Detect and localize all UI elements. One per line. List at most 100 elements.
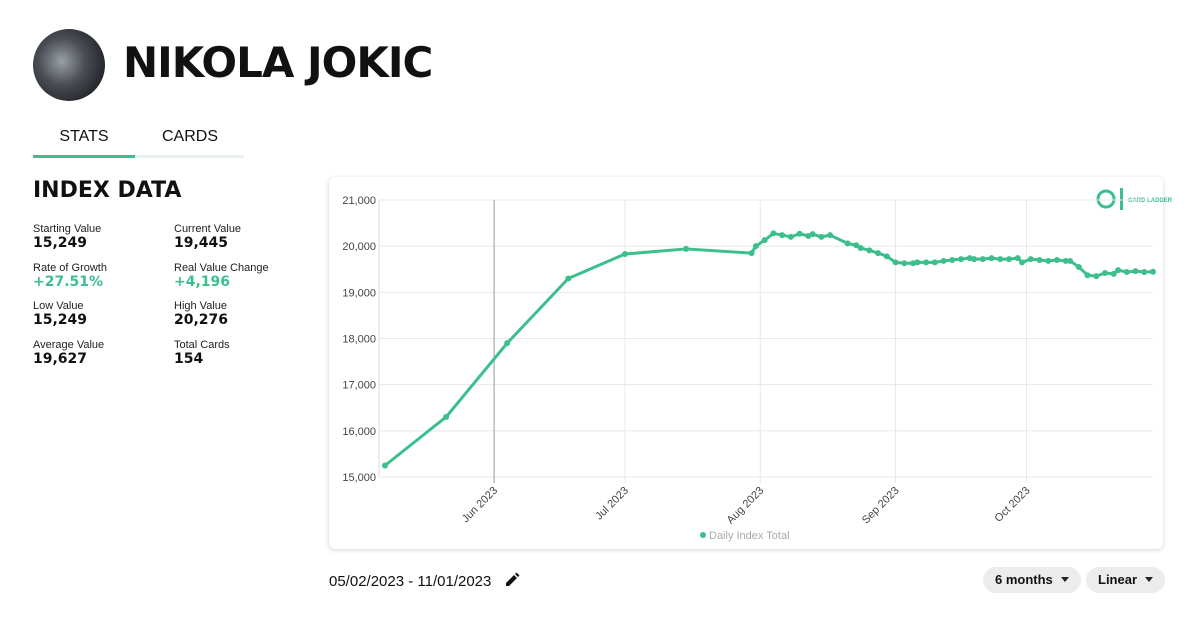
stat-label: Total Cards [174, 338, 230, 351]
data-point [443, 413, 450, 420]
logo-ring [1096, 189, 1116, 209]
stat-label: Rate of Growth [33, 261, 107, 274]
data-point [1067, 257, 1074, 264]
stat: Current Value 19,445 [174, 223, 241, 251]
date-range-text: 05/02/2023 - 11/01/2023 [329, 573, 492, 590]
y-tick-label: 18,000 [342, 334, 376, 346]
data-point [1123, 269, 1130, 276]
data-point [787, 233, 794, 240]
data-point [914, 259, 921, 266]
data-point [1115, 267, 1122, 274]
data-point [818, 233, 825, 240]
stat-value: 19,627 [33, 350, 88, 367]
stat: Rate of Growth +27.51% [33, 262, 107, 290]
data-point [875, 250, 882, 257]
data-point [622, 251, 628, 258]
tab-stats[interactable]: STATS [59, 128, 109, 145]
data-point [979, 256, 986, 263]
data-point [382, 462, 388, 469]
date-range: 05/02/2023 - 11/01/2023 [329, 572, 520, 590]
data-point [883, 253, 890, 260]
x-tick-label: Sep 2023 [860, 485, 902, 527]
data-point [1141, 269, 1148, 276]
logo-bar [1120, 188, 1123, 210]
data-point [761, 237, 768, 244]
data-point [1019, 259, 1026, 266]
tab-cards[interactable]: CARDS [161, 128, 218, 145]
stat-label: Real Value Change [174, 261, 269, 274]
scale-dropdown[interactable]: Linear [1086, 567, 1166, 593]
data-point [940, 257, 947, 264]
stat-value: +27.51% [33, 273, 104, 290]
stat: Real Value Change +4,196 [174, 262, 269, 290]
data-point [997, 256, 1004, 263]
data-point [683, 245, 690, 252]
data-point [1150, 268, 1156, 275]
stat: Average Value 19,627 [33, 339, 104, 367]
stat-value: 154 [174, 350, 204, 367]
data-point [853, 242, 860, 249]
data-point [892, 259, 899, 266]
brand-text: CARD LADDER [1128, 198, 1173, 204]
stat: High Value 20,276 [174, 300, 228, 328]
data-point [1075, 263, 1082, 270]
tab-underline [33, 155, 244, 158]
data-point [1093, 273, 1100, 280]
stat-label: Current Value [174, 223, 242, 235]
legend-label: Daily Index Total [709, 530, 790, 542]
data-point [1110, 270, 1117, 277]
data-point [958, 256, 964, 263]
y-tick-label: 19,000 [342, 287, 376, 299]
range-dropdown[interactable]: 6 months [983, 567, 1081, 593]
y-tick-label: 20,000 [342, 241, 376, 253]
stat: Starting Value 15,249 [33, 223, 101, 251]
stat-label: High Value [174, 300, 227, 312]
data-point [931, 259, 938, 266]
x-tick-label: Oct 2023 [993, 485, 1033, 525]
data-point [1027, 256, 1034, 263]
data-point [1036, 257, 1043, 264]
chart-card [329, 177, 1163, 549]
stat-value: 15,249 [33, 312, 88, 328]
player-avatar [33, 29, 105, 101]
data-point [1102, 269, 1108, 276]
data-point [1006, 256, 1012, 263]
x-tick-label: Jun 2023 [460, 485, 500, 525]
data-point [923, 259, 930, 266]
stat-value: 15,249 [33, 235, 88, 251]
data-point [748, 250, 755, 257]
data-point [1132, 268, 1139, 275]
y-tick-label: 15,000 [342, 472, 376, 484]
data-point [827, 232, 834, 239]
data-point [1062, 257, 1069, 264]
data-point [752, 243, 759, 250]
edit-icon[interactable] [504, 572, 520, 588]
data-point [949, 257, 956, 264]
data-point [844, 240, 851, 247]
tab-active-indicator [33, 155, 135, 158]
stat-value: +4,196 [174, 273, 231, 290]
data-point [770, 230, 777, 237]
legend-marker [700, 532, 706, 538]
data-point [988, 255, 995, 262]
data-point [504, 340, 511, 347]
data-point [901, 260, 908, 267]
data-point [971, 256, 978, 263]
data-point [1014, 255, 1021, 262]
data-point [796, 230, 803, 237]
x-tick-label: Jul 2023 [593, 485, 631, 523]
data-point [1084, 272, 1091, 279]
stat-label: Low Value [33, 300, 84, 312]
x-tick-label: Aug 2023 [725, 485, 767, 527]
data-point [779, 232, 786, 239]
stat-label: Starting Value [33, 223, 102, 235]
data-point [1054, 257, 1060, 264]
brand-logo: CARD LADDER [1096, 188, 1173, 210]
y-tick-label: 21,000 [342, 195, 376, 207]
stat-value: 20,276 [174, 312, 229, 328]
player-name: NIKOLA JOKIC [123, 38, 433, 87]
section-title: INDEX DATA [33, 178, 182, 203]
data-point [809, 231, 816, 238]
